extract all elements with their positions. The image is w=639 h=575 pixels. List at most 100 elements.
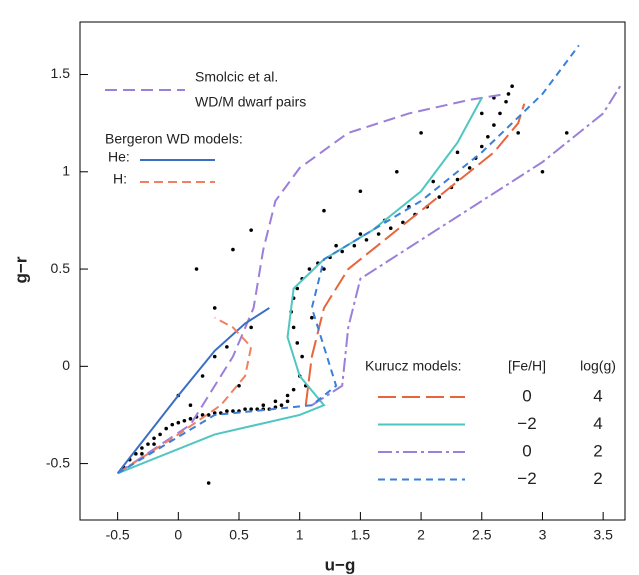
data-point — [206, 413, 211, 417]
data-point — [231, 409, 235, 413]
plot-frame — [79, 21, 626, 521]
legend-feh: 0 — [522, 441, 531, 460]
y-tick-label: -0.5 — [46, 454, 70, 470]
y-tick-label: 0 — [62, 357, 70, 373]
data-point — [510, 84, 514, 88]
y-tick-label: 1.5 — [51, 65, 71, 81]
data-point — [152, 442, 156, 446]
data-point — [170, 422, 175, 427]
legend-logg: 2 — [593, 441, 602, 460]
x-tick-label: -0.5 — [106, 527, 130, 543]
data-point — [152, 436, 156, 441]
data-point — [467, 166, 472, 170]
data-point — [401, 220, 405, 225]
data-point — [340, 249, 344, 254]
data-point — [455, 177, 460, 182]
legend-feh: −2 — [517, 414, 536, 433]
data-point — [140, 446, 144, 450]
legend-text: WD/M dwarf pairs — [195, 94, 306, 110]
data-point — [249, 228, 253, 232]
data-point — [200, 374, 205, 378]
data-point — [506, 92, 511, 96]
data-point — [358, 189, 363, 194]
data-point — [231, 247, 235, 252]
data-point — [206, 481, 211, 485]
data-point — [182, 418, 187, 423]
data-point — [307, 267, 312, 271]
data-point — [261, 403, 266, 408]
data-point — [498, 111, 502, 116]
data-point — [158, 432, 162, 437]
data-point — [492, 123, 496, 127]
data-point — [295, 341, 300, 345]
data-point — [437, 195, 442, 199]
data-point — [176, 420, 181, 425]
y-tick-label: 0.5 — [51, 260, 71, 276]
x-tick-label: 0.5 — [229, 527, 249, 543]
data-point — [188, 403, 193, 408]
model-line — [117, 97, 483, 475]
data-point — [540, 169, 545, 174]
legend-title: Bergeron WD models: — [105, 131, 243, 147]
data-point — [376, 232, 381, 236]
y-tick-label: 1 — [62, 162, 70, 178]
data-point — [225, 409, 229, 413]
legend-label: H: — [113, 171, 127, 187]
data-point — [291, 387, 296, 392]
model-line — [116, 307, 270, 474]
data-point — [564, 131, 569, 135]
data-point — [212, 354, 217, 359]
model-line — [117, 92, 507, 475]
data-point — [164, 426, 168, 431]
data-point — [300, 354, 304, 359]
x-tick-label: 0 — [174, 527, 182, 543]
data-point — [249, 407, 253, 411]
data-point — [516, 131, 520, 135]
data-point — [388, 226, 393, 231]
data-point — [291, 325, 296, 330]
model-line — [117, 44, 580, 475]
x-axis-label: u−g — [325, 555, 356, 574]
legend-logg: 4 — [593, 414, 602, 433]
x-tick-label: 2.5 — [472, 527, 492, 543]
x-tick-label: 1.5 — [351, 527, 371, 543]
data-point — [431, 179, 436, 184]
data-point — [273, 399, 278, 404]
legend-feh: 0 — [522, 386, 531, 405]
data-point — [225, 345, 229, 349]
data-point — [395, 169, 399, 174]
data-point — [212, 306, 217, 310]
data-point — [285, 399, 290, 404]
data-point — [310, 315, 314, 320]
data-point — [140, 452, 144, 456]
data-point — [504, 99, 508, 104]
data-point — [146, 442, 150, 446]
data-point — [200, 413, 205, 417]
model-line — [311, 83, 623, 407]
data-point — [285, 393, 290, 398]
data-point — [322, 208, 326, 213]
data-point — [322, 267, 326, 271]
data-point — [455, 150, 460, 155]
data-point — [295, 286, 300, 291]
legend-header: log(g) — [580, 358, 616, 374]
model-line — [117, 316, 253, 475]
data-point — [486, 134, 490, 139]
data-point — [419, 131, 423, 135]
legend-label: He: — [108, 149, 130, 165]
data-point — [364, 238, 369, 242]
y-axis-label: g−r — [11, 256, 30, 283]
data-point — [352, 243, 357, 248]
data-point — [279, 403, 284, 408]
data-point — [194, 267, 199, 271]
data-point — [358, 232, 363, 236]
data-point — [243, 407, 247, 411]
data-point — [334, 243, 338, 248]
legend-header: [Fe/H] — [508, 358, 546, 374]
data-point — [237, 383, 241, 388]
x-tick-label: 3.5 — [593, 527, 613, 543]
legend-feh: −2 — [517, 469, 536, 488]
data-point — [479, 111, 484, 116]
x-tick-label: 1 — [296, 527, 304, 543]
